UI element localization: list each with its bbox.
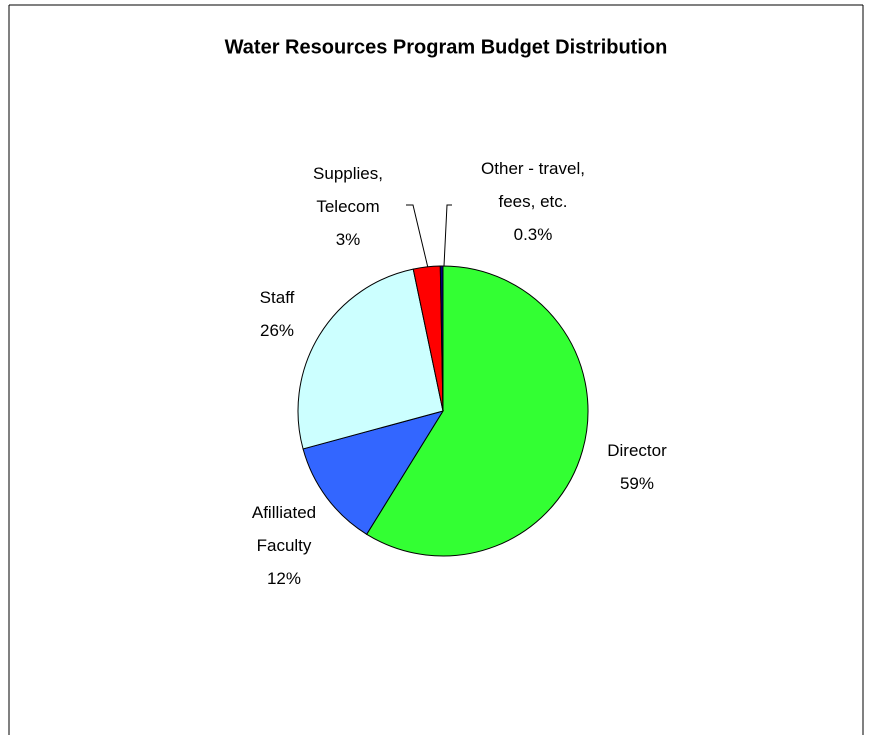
value-label: 59% xyxy=(619,474,655,493)
pie-slice xyxy=(302,410,445,535)
slice-label: Other - travel, fees, etc. 0.3% xyxy=(481,152,585,251)
category-label: Supplies, Telecom xyxy=(313,164,383,216)
value-label: 0.3% xyxy=(513,225,553,244)
slice-label: Afilliated Faculty 12% xyxy=(252,496,316,595)
slice-label: Director 59% xyxy=(607,434,667,500)
pie-slice xyxy=(297,268,444,450)
pie-slice xyxy=(439,265,444,412)
slice-label: Supplies, Telecom 3% xyxy=(313,157,383,256)
category-label: Staff xyxy=(259,288,295,307)
value-label: 3% xyxy=(335,230,361,249)
slice-label: Staff 26% xyxy=(260,281,295,347)
category-label: Afilliated Faculty xyxy=(251,503,317,555)
category-label: Director xyxy=(607,441,667,460)
category-label: Other - travel, fees, etc. xyxy=(481,159,585,211)
pie-slice xyxy=(365,265,589,557)
value-label: 26% xyxy=(259,321,295,340)
chart-title: Water Resources Program Budget Distribut… xyxy=(225,36,668,58)
value-label: 12% xyxy=(266,569,302,588)
leader-line xyxy=(406,204,429,269)
leader-line xyxy=(443,204,452,267)
